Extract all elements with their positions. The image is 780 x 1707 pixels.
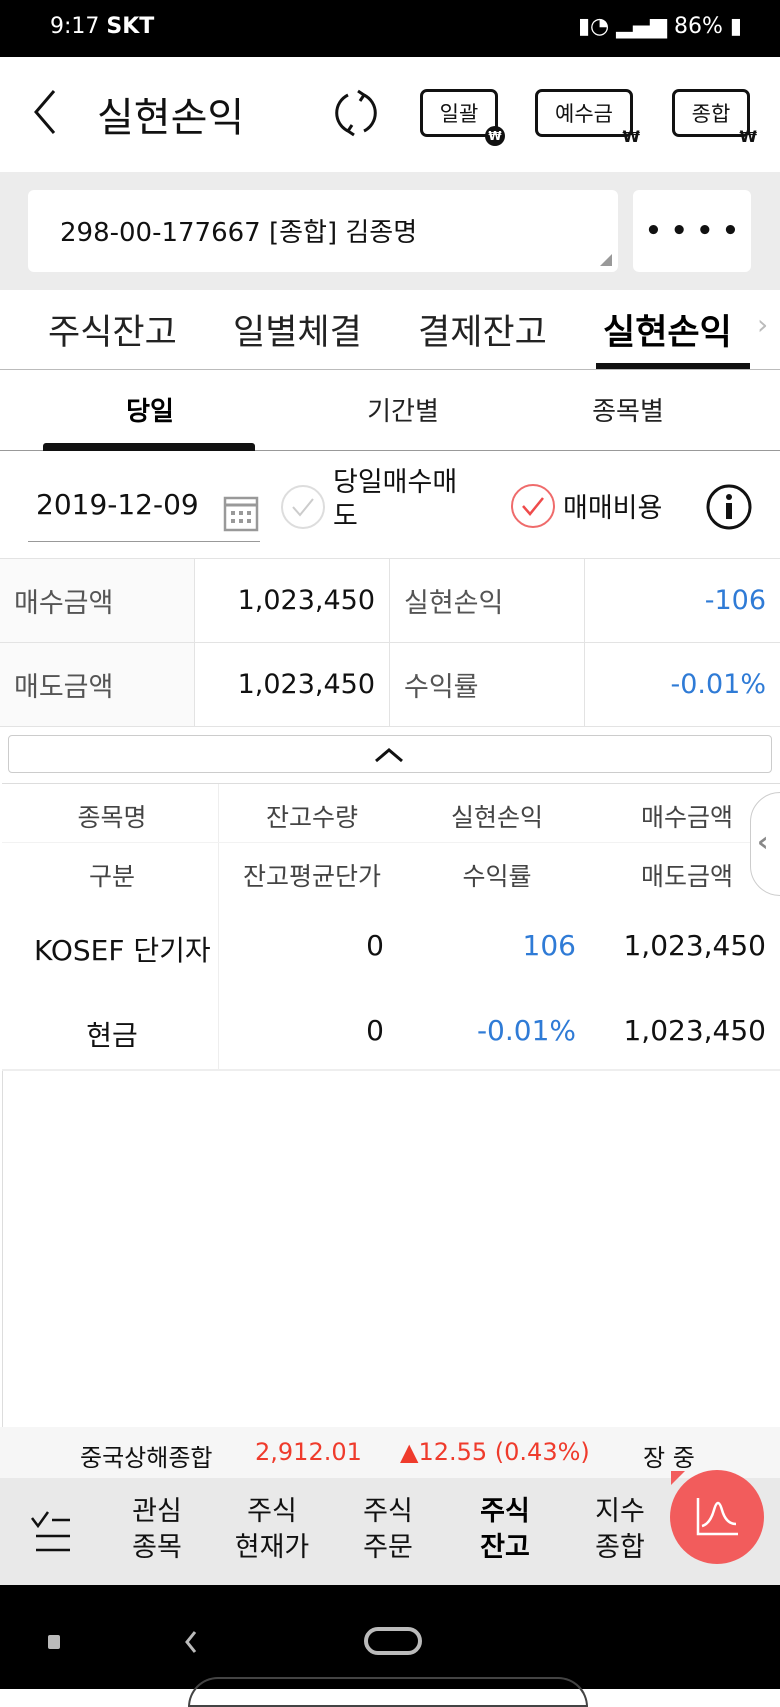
refresh-icon[interactable]: [332, 87, 380, 139]
app-header: 실현손익 일괄 ₩ 예수금 ₩ 종합 ₩: [0, 57, 780, 172]
trade-cost-checkbox[interactable]: [509, 482, 557, 530]
same-day-trade-label: 당일매수매 도: [333, 467, 458, 532]
date-input[interactable]: 2019-12-09: [28, 480, 260, 542]
clock: 9:17: [50, 14, 100, 39]
col-header-type: 구분: [88, 862, 135, 891]
period-tabs: 당일 기간별 종목별: [0, 371, 780, 451]
index-change: ▲12.55 (0.43%): [400, 1438, 590, 1466]
total-button[interactable]: 종합 ₩: [672, 89, 757, 146]
col-header-sell-amount: 매도금액: [640, 862, 733, 891]
main-tabs: 주식잔고 일별체결 결제잔고 실현손익 ›: [0, 290, 780, 370]
chart-fab-button[interactable]: [670, 1470, 764, 1564]
menu-icon[interactable]: [28, 1508, 74, 1556]
dropdown-corner-icon: [600, 254, 612, 266]
page-title: 실현손익: [97, 95, 245, 141]
sell-amount-label: 매도금액: [0, 643, 195, 727]
filter-row: 2019-12-09 당일매수매 도 매매비용: [0, 452, 780, 556]
return-rate-value: -0.01%: [585, 643, 780, 727]
stock-name: KOSEF 단기자: [34, 934, 211, 967]
nav-stock-order[interactable]: 주식 주문: [363, 1496, 413, 1563]
info-icon[interactable]: [705, 483, 753, 531]
tabs-scroll-right-icon[interactable]: ›: [757, 308, 769, 341]
won-icon: ₩: [622, 127, 640, 146]
system-nav-bar: [0, 1585, 780, 1707]
chevron-up-icon: [375, 748, 403, 763]
chevron-left-icon: ‹: [757, 825, 769, 858]
col-header-qty: 잔고수량: [265, 803, 358, 832]
trade-cost-label: 매매비용: [563, 493, 663, 524]
index-price: 2,912.01: [255, 1438, 362, 1466]
tab-daily-execution[interactable]: 일별체결: [233, 313, 362, 353]
battery-icon: ▮: [729, 14, 742, 39]
system-back-icon[interactable]: [183, 1629, 199, 1655]
nav-stock-balance[interactable]: 주식 잔고: [480, 1496, 530, 1563]
signal-icon: ▮◔ ▂▄▆: [577, 14, 674, 39]
carrier: SKT: [106, 14, 155, 39]
recent-apps-icon[interactable]: [48, 1635, 60, 1649]
realized-pl-label: 실현손익: [390, 559, 585, 643]
won-icon: ₩: [739, 127, 757, 146]
home-icon[interactable]: [364, 1627, 422, 1655]
nav-stock-price[interactable]: 주식 현재가: [234, 1496, 310, 1563]
col-header-avg-price: 잔고평균단가: [242, 862, 381, 891]
index-ticker[interactable]: 중국상해종합 2,912.01 ▲12.55 (0.43%) 장 중: [0, 1427, 780, 1478]
account-more-button[interactable]: • • • •: [633, 190, 751, 272]
tab-realized-pl[interactable]: 실현손익: [603, 313, 732, 353]
subtab-by-stock[interactable]: 종목별: [592, 397, 664, 427]
col-header-realized-pl: 실현손익: [450, 803, 543, 832]
buy-amount-label: 매수금액: [0, 559, 195, 643]
column-expand-handle[interactable]: ‹: [750, 792, 780, 896]
collapse-button[interactable]: [8, 735, 772, 773]
account-bar: 298-00-177667 [종합] 김종명 • • • •: [0, 172, 780, 290]
bulk-button[interactable]: 일괄 ₩: [420, 89, 505, 146]
tab-settlement-balance[interactable]: 결제잔고: [418, 313, 547, 353]
same-day-trade-checkbox[interactable]: [279, 483, 327, 531]
deposit-button[interactable]: 예수금 ₩: [535, 89, 640, 146]
chart-icon: [696, 1498, 738, 1536]
subtab-today[interactable]: 당일: [126, 397, 174, 427]
active-subtab-indicator: [43, 443, 255, 451]
holdings-table: 종목명 잔고수량 실현손익 매수금액 구분 잔고평균단가 수익률 매도금액 ‹ …: [2, 783, 780, 1071]
nav-watchlist[interactable]: 관심 종목: [132, 1496, 182, 1563]
calendar-icon[interactable]: [222, 492, 260, 532]
account-select[interactable]: 298-00-177667 [종합] 김종명: [28, 190, 618, 272]
sell-amount-value: 1,023,450: [195, 643, 390, 727]
buy-amount-value: 1,023,450: [195, 559, 390, 643]
index-name: 중국상해종합: [80, 1444, 213, 1472]
battery-level: 86%: [673, 14, 723, 39]
realized-pl-value: -106: [585, 559, 780, 643]
summary-grid: 매수금액 1,023,450 실현손익 -106 매도금액 1,023,450 …: [0, 558, 780, 728]
col-header-return: 수익률: [462, 862, 532, 891]
tab-stock-balance[interactable]: 주식잔고: [48, 313, 177, 353]
market-state: 장 중: [643, 1444, 695, 1472]
active-tab-indicator: [596, 363, 750, 369]
col-header-name: 종목명: [77, 803, 147, 832]
bottom-nav: 관심 종목 주식 현재가 주식 주문 주식 잔고 지수 종합: [0, 1470, 780, 1585]
won-icon: ₩: [485, 126, 505, 146]
nav-index-summary[interactable]: 지수 종합: [595, 1496, 645, 1563]
subtab-period[interactable]: 기간별: [367, 397, 439, 427]
return-rate-label: 수익률: [390, 643, 585, 727]
back-icon[interactable]: [30, 87, 60, 137]
col-header-buy-amount: 매수금액: [640, 803, 733, 832]
status-bar: 9:17 SKT ▮◔ ▂▄▆ 86% ▮: [0, 0, 780, 57]
